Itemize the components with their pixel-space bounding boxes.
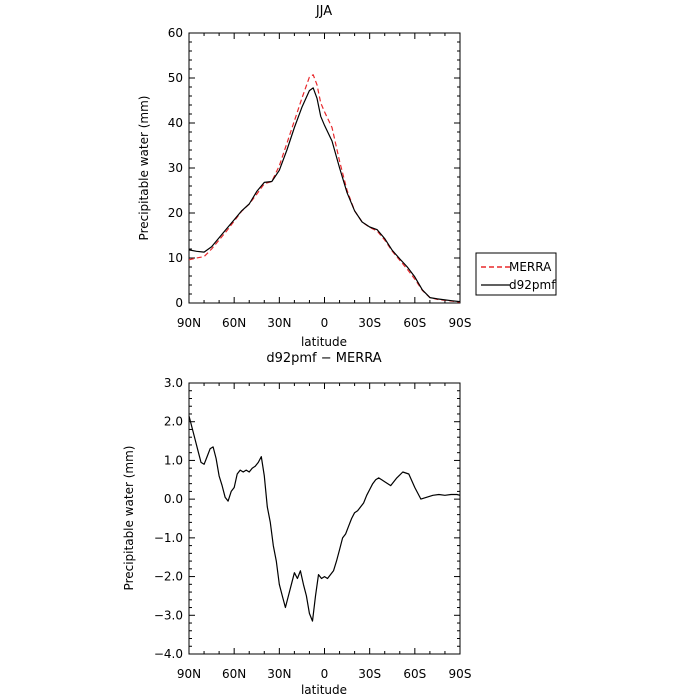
x-tick-label: 0 <box>321 316 329 330</box>
chart-title: JJA <box>315 4 332 19</box>
x-tick-label: 90N <box>177 316 201 330</box>
legend-label-d92pmf: d92pmf <box>509 278 556 292</box>
x-axis: 90N 60N 30N 0 30S 60S 90S <box>177 33 472 330</box>
plot-frame <box>188 382 461 655</box>
y-axis: 0 10 20 30 40 50 60 <box>168 26 460 310</box>
y-tick-label: −1.0 <box>154 531 183 545</box>
y-tick-label: −4.0 <box>154 647 183 661</box>
legend: MERRA d92pmf <box>475 252 557 296</box>
chart-title: d92pmf − MERRA <box>266 351 381 366</box>
x-tick-label: 90S <box>449 316 472 330</box>
series-line-difference <box>188 415 461 622</box>
series-layer <box>188 74 461 303</box>
y-tick-label: 40 <box>168 116 183 130</box>
plot-frame <box>188 32 461 304</box>
x-axis-label: latitude <box>301 683 347 697</box>
y-tick-label: 0.0 <box>164 492 183 506</box>
x-tick-label: 60S <box>403 316 426 330</box>
x-axis: 90N 60N 30N 0 30S 60S 90S <box>177 383 472 681</box>
y-tick-label: 50 <box>168 71 183 85</box>
chart-panel-top: JJA 0 10 20 30 40 50 60 90N 60N 30N 0 30S 60S 90S la… <box>137 4 557 349</box>
x-tick-label: 90N <box>177 667 201 681</box>
y-tick-label: 30 <box>168 161 183 175</box>
y-tick-label: 3.0 <box>164 376 183 390</box>
series-layer <box>188 415 461 622</box>
y-axis-label: Precipitable water (mm) <box>137 96 151 241</box>
y-tick-label: 2.0 <box>164 415 183 429</box>
x-tick-label: 0 <box>321 667 329 681</box>
y-tick-label: 0 <box>175 296 183 310</box>
y-axis: −4.0 −3.0 −2.0 −1.0 0.0 1.0 2.0 3.0 <box>154 376 460 661</box>
x-tick-label: 60N <box>222 316 246 330</box>
legend-label-merra: MERRA <box>509 260 552 274</box>
y-tick-label: 20 <box>168 206 183 220</box>
x-tick-label: 90S <box>449 667 472 681</box>
x-tick-label: 30S <box>358 316 381 330</box>
x-tick-label: 60N <box>222 667 246 681</box>
y-tick-label: 1.0 <box>164 453 183 467</box>
y-tick-label: −3.0 <box>154 608 183 622</box>
x-tick-label: 30N <box>267 316 291 330</box>
x-tick-label: 30N <box>267 667 291 681</box>
series-line-merra <box>188 74 461 303</box>
chart-panel-bottom: d92pmf − MERRA −4.0 −3.0 −2.0 −1.0 0.0 1.0 2.0… <box>122 351 471 697</box>
y-tick-label: 60 <box>168 26 183 40</box>
legend-box <box>475 252 557 296</box>
y-axis-label: Precipitable water (mm) <box>122 446 136 591</box>
x-tick-label: 30S <box>358 667 381 681</box>
y-tick-label: −2.0 <box>154 570 183 584</box>
x-axis-label: latitude <box>301 335 347 349</box>
x-tick-label: 60S <box>403 667 426 681</box>
y-tick-label: 10 <box>168 251 183 265</box>
series-line-d92pmf <box>188 87 461 303</box>
